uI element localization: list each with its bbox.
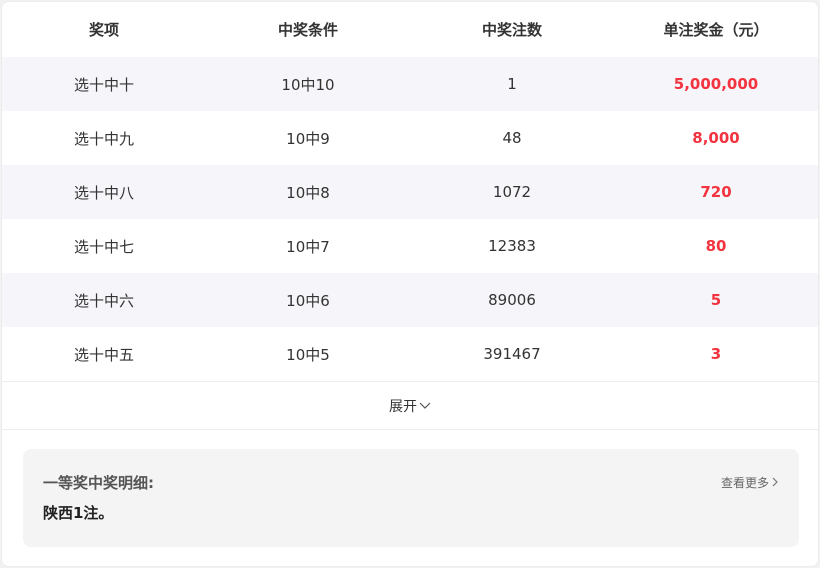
chevron-right-icon [772, 477, 778, 487]
prize-amount: 720 [700, 183, 732, 201]
win-condition: 10中9 [286, 129, 330, 148]
expand-button[interactable]: 展开 [2, 381, 818, 430]
header-cell: 单注奖金（元） [663, 21, 769, 39]
prize-name: 选十中九 [73, 129, 134, 148]
win-count: 89006 [488, 291, 536, 309]
prize-name: 选十中五 [73, 345, 134, 364]
win-condition: 10中8 [286, 183, 330, 202]
win-condition: 10中5 [286, 345, 330, 364]
win-condition: 10中10 [281, 75, 335, 94]
win-count: 12383 [488, 237, 536, 255]
detail-text: 陕西1注。 [43, 504, 114, 522]
win-count: 1 [507, 75, 517, 93]
table-row: 选十中七 10中7 12383 80 [2, 219, 818, 273]
prize-amount: 8,000 [692, 129, 740, 147]
win-count: 48 [502, 129, 522, 147]
header-cell: 中奖条件 [277, 21, 338, 39]
expand-label: 展开 [389, 398, 417, 415]
win-condition: 10中6 [286, 291, 330, 310]
table-row: 选十中五 10中5 391467 3 [2, 327, 818, 381]
prize-name: 选十中十 [73, 75, 134, 94]
prize-amount: 5,000,000 [673, 75, 759, 93]
table-row: 选十中六 10中6 89006 5 [2, 273, 818, 327]
chevron-down-icon [419, 402, 431, 409]
prize-amount: 3 [710, 345, 722, 363]
view-more-link[interactable]: 查看更多 [721, 474, 779, 491]
header-cell: 中奖注数 [481, 21, 542, 39]
win-condition: 10中7 [286, 237, 330, 256]
view-more-label: 查看更多 [720, 476, 769, 490]
prize-name: 选十中七 [73, 237, 134, 256]
table-row: 选十中十 10中10 1 5,000,000 [2, 57, 818, 111]
win-count: 1072 [492, 183, 532, 201]
table-row: 选十中八 10中8 1072 720 [2, 165, 818, 219]
prize-name: 选十中八 [73, 183, 134, 202]
prize-amount: 5 [710, 291, 722, 309]
table-row: 选十中九 10中9 48 8,000 [2, 111, 818, 165]
win-count: 391467 [483, 345, 541, 363]
prize-name: 选十中六 [73, 291, 134, 310]
header-cell: 奖项 [88, 21, 119, 39]
detail-title: 一等奖中奖明细: [43, 474, 154, 492]
prize-amount: 80 [705, 237, 727, 255]
table-header: 奖项 中奖条件 中奖注数 单注奖金（元） [2, 2, 818, 57]
first-prize-detail: 一等奖中奖明细: 陕西1注。 查看更多 [23, 449, 799, 547]
